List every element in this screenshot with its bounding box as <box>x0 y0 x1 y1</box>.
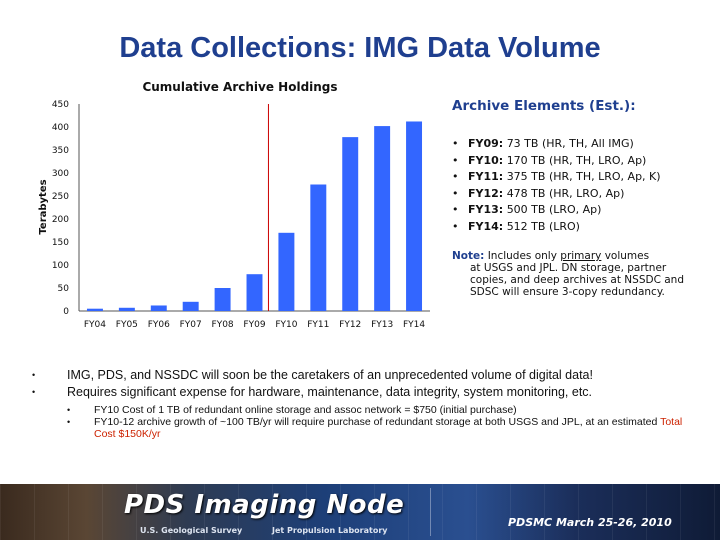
banner-date: PDSMC March 25-26, 2010 <box>508 516 672 529</box>
note-underlined: primary <box>560 250 602 262</box>
x-tick-label: FY06 <box>148 320 170 330</box>
footer-banner <box>0 484 720 540</box>
list-item: FY12: 478 TB (HR, LRO, Ap) <box>452 186 661 203</box>
note-rest: at USGS and JPL. DN storage, partner cop… <box>470 262 684 298</box>
archive-volume-chart: Cumulative Archive Holdings Terabytes 0 5… <box>38 80 430 330</box>
bar-fy06 <box>150 305 167 311</box>
bar-fy08 <box>214 288 231 311</box>
x-tick-label: FY08 <box>212 320 234 330</box>
main-bullets: IMG, PDS, and NSSDC will soon be the car… <box>32 367 702 440</box>
y-tick-label: 150 <box>52 238 69 248</box>
slide-title: Data Collections: IMG Data Volume <box>119 32 601 64</box>
note-label: Note: <box>452 250 485 262</box>
bars <box>86 121 423 311</box>
bar-fy13 <box>374 126 391 311</box>
y-ticks: 0 50 100 150 200 250 300 350 400 450 <box>52 100 69 317</box>
x-tick-label: FY05 <box>116 320 138 330</box>
bar-fy12 <box>342 137 359 311</box>
bar-fy09 <box>246 274 263 311</box>
total-cost: Total Cost $150K/yr <box>94 416 683 440</box>
bar-fy11 <box>310 184 327 311</box>
list-item: FY14: 512 TB (LRO) <box>452 219 661 236</box>
list-item: FY09: 73 TB (HR, TH, All IMG) <box>452 136 661 153</box>
banner-divider <box>430 488 431 536</box>
chart-title: Cumulative Archive Holdings <box>142 80 337 94</box>
list-item: FY11: 375 TB (HR, TH, LRO, Ap, K) <box>452 169 661 186</box>
x-tick-label: FY12 <box>339 320 361 330</box>
y-tick-label: 400 <box>52 123 69 133</box>
y-tick-label: 200 <box>52 215 69 225</box>
list-item: FY13: 500 TB (LRO, Ap) <box>452 202 661 219</box>
sub-bullet-item: FY10-12 archive growth of ~100 TB/yr wil… <box>67 416 702 440</box>
y-tick-label: 300 <box>52 169 69 179</box>
x-tick-label: FY14 <box>403 320 425 330</box>
archive-elements-list: FY09: 73 TB (HR, TH, All IMG) FY10: 170 … <box>452 136 661 235</box>
banner-usgs-label: U.S. Geological Survey <box>140 526 243 535</box>
x-tick-label: FY10 <box>275 320 297 330</box>
archive-elements-heading: Archive Elements (Est.): <box>452 98 636 114</box>
y-tick-label: 450 <box>52 100 69 110</box>
list-item: FY10: 170 TB (HR, TH, LRO, Ap) <box>452 153 661 170</box>
y-tick-label: 0 <box>63 307 69 317</box>
sub-bullets: FY10 Cost of 1 TB of redundant online st… <box>67 404 702 440</box>
bar-fy07 <box>182 301 199 311</box>
note-post: volumes <box>604 250 650 262</box>
bar-fy05 <box>118 307 135 311</box>
note-pre: Includes only <box>487 250 557 262</box>
bar-fy14 <box>406 121 423 311</box>
bullet-item: Requires significant expense for hardwar… <box>32 384 702 440</box>
x-tick-label: FY07 <box>180 320 202 330</box>
y-tick-label: 50 <box>58 284 70 294</box>
x-tick-label: FY11 <box>307 320 329 330</box>
bullet-item: IMG, PDS, and NSSDC will soon be the car… <box>32 367 702 384</box>
bar-fy04 <box>86 308 103 311</box>
y-tick-label: 250 <box>52 192 69 202</box>
x-tick-label: FY04 <box>84 320 106 330</box>
y-tick-label: 100 <box>52 261 69 271</box>
banner-title: PDS Imaging Node <box>124 490 405 520</box>
storage-note: Note: Includes only primary volumes at U… <box>452 250 702 298</box>
x-ticks: FY04 FY05 FY06 FY07 FY08 FY09 FY10 FY11 FY12 FY13… <box>84 320 425 330</box>
y-axis-label: Terabytes <box>38 179 49 234</box>
sub-bullet-item: FY10 Cost of 1 TB of redundant online st… <box>67 404 702 416</box>
x-tick-label: FY09 <box>243 320 265 330</box>
bar-fy10 <box>278 232 295 311</box>
x-tick-label: FY13 <box>371 320 393 330</box>
y-tick-label: 350 <box>52 146 69 156</box>
banner-jpl-label: Jet Propulsion Laboratory <box>272 526 388 535</box>
